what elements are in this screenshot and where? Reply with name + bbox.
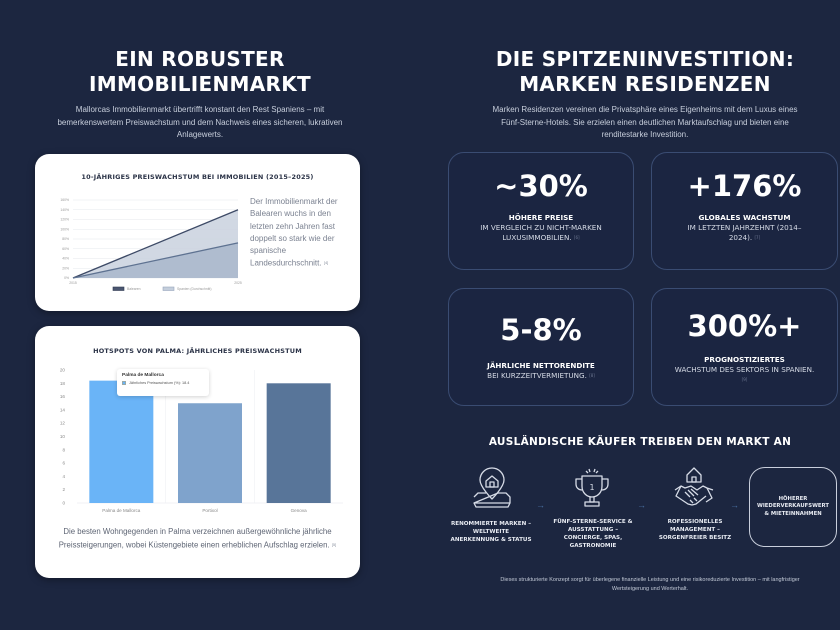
flow-arrow-icon: → (536, 500, 545, 510)
series-line-balearen (72, 209, 239, 279)
x-tick-label: 2015 (69, 281, 77, 285)
left-title: EIN ROBUSTER IMMOBILIENMARKT (40, 47, 360, 97)
x-tick-label: 2025 (234, 281, 242, 285)
tooltip-value: Jährliches Preiswachstum (%): 18.4 (129, 381, 190, 385)
y-tick-label: 8 (62, 447, 65, 452)
bar-portixol (178, 403, 242, 503)
bar-genova (266, 383, 331, 503)
stat-card-price-premium: ~30% HÖHERE PREISE IM VERGLEICH ZU NICHT… (448, 152, 634, 270)
flow-result-box: HÖHERER WIEDERVERKAUFSWERT & MIETEINNAHM… (749, 467, 837, 547)
flow-step-management: ROFESSIONELLES MANAGEMENT – SORGENFREIER… (658, 519, 732, 541)
stat-card-sector-growth: 300%+ PROGNOSTIZIERTES WACHSTUM DES SEKT… (651, 288, 838, 406)
stat-value: +176% (687, 169, 802, 203)
y-tick-label: 20 (60, 368, 66, 373)
handshake-home-icon (674, 467, 714, 506)
right-title-line2: MARKEN RESIDENZEN (519, 72, 771, 96)
x-tick-label: Palma de Mallorca (102, 508, 140, 513)
line-chart: 0% 20% 40% 60% 80% 100% 120% 140% 160% 2015 2025 Ba… (60, 198, 242, 291)
bar-caption-citation: [5] (331, 541, 337, 547)
left-title-line1: EIN ROBUSTER (115, 47, 285, 71)
trophy-icon: 1 (575, 468, 609, 507)
stat-description: HÖHERE PREISE IM VERGLEICH ZU NICHT-MARK… (463, 213, 619, 243)
y-tick-label: 4 (62, 474, 65, 479)
tooltip-title: Palma de Mallorca (122, 373, 164, 378)
y-tick-label: 20% (62, 266, 69, 270)
stat-description: GLOBALES WACHSTUM IM LETZTEN JAHRZEHNT (… (676, 213, 813, 243)
y-tick-label: 16 (60, 394, 66, 399)
x-tick-label: Portixol (202, 508, 217, 513)
legend-label: Balearen (127, 287, 141, 291)
left-title-line2: IMMOBILIENMARKT (89, 72, 311, 96)
stat-citation: [7] (754, 235, 761, 240)
right-intro: Marken Residenzen vereinen die Privatsph… (492, 105, 798, 139)
flow-arrow-icon: → (730, 500, 739, 510)
stat-citation: [9] (741, 377, 748, 382)
bar-chart: 0 2 4 6 8 10 12 14 16 18 20 Palma de Mallorca Portix… (60, 368, 343, 513)
location-home-icon (473, 467, 511, 508)
flow-arrow-icon: → (637, 500, 646, 510)
stat-label: HÖHERE PREISE (508, 213, 574, 222)
stat-citation: [6] (573, 235, 580, 240)
y-tick-label: 0 (62, 501, 65, 506)
tooltip-swatch (122, 381, 126, 385)
stat-value: ~30% (494, 169, 588, 203)
flow-heading: AUSLÄNDISCHE KÄUFER TREIBEN DEN MARKT AN (488, 436, 792, 448)
y-tick-label: 12 (60, 421, 66, 426)
line-chart-card: 10-JÄHRIGES PREISWACHSTUM BEI IMMOBILIEN… (35, 154, 360, 311)
stat-detail: BEI KURZZEITVERMIETUNG. (487, 371, 587, 380)
y-tick-label: 0% (64, 276, 69, 280)
stat-label: GLOBALES WACHSTUM (698, 213, 791, 222)
trophy-number: 1 (589, 483, 594, 492)
stat-detail: IM VERGLEICH ZU NICHT-MARKEN LUXUSIMMOBI… (480, 223, 602, 242)
line-chart-side-text: Der Immobilienmarkt der Balearen wuchs i… (250, 196, 350, 270)
y-tick-label: 140% (60, 208, 69, 212)
legend-label: Spanien (Durchschnitt) (177, 287, 212, 291)
y-tick-label: 120% (60, 218, 69, 222)
y-tick-label: 60% (62, 247, 69, 251)
y-tick-label: 6 (62, 461, 65, 466)
stat-label: JÄHRLICHE NETTORENDITE (487, 361, 595, 370)
bar-palma-de-mallorca (89, 380, 154, 503)
bar-chart-title: HOTSPOTS VON PALMA: JÄHRLICHES PREISWACH… (93, 347, 302, 355)
area-fill-spanien (73, 242, 238, 278)
line-chart-side-body: Der Immobilienmarkt der Balearen wuchs i… (250, 197, 338, 268)
line-chart-citation: [4] (323, 260, 329, 266)
stat-card-global-growth: +176% GLOBALES WACHSTUM IM LETZTEN JAHRZ… (651, 152, 838, 270)
stat-value: 300%+ (687, 309, 802, 343)
flow-step-brands: RENOMMIERTE MARKEN – WELTWEITE ANERKENNU… (450, 521, 532, 543)
legend-swatch (112, 286, 125, 291)
bar-caption-body: Die besten Wohngegenden in Palma verzeic… (58, 527, 332, 549)
stat-detail: IM LETZTEN JAHRZEHNT (2014–2024). (687, 223, 802, 242)
stat-card-net-yield: 5-8% JÄHRLICHE NETTORENDITE BEI KURZZEIT… (448, 288, 634, 406)
y-tick-label: 18 (60, 381, 66, 386)
bar-chart-caption: Die besten Wohngegenden in Palma verzeic… (53, 526, 342, 551)
flow-result-label: HÖHERER WIEDERVERKAUFSWERT & MIETEINNAHM… (756, 495, 829, 517)
line-chart-title: 10-JÄHRIGES PREISWACHSTUM BEI IMMOBILIEN… (81, 173, 314, 181)
y-tick-label: 100% (60, 227, 69, 231)
series-line-spanien (72, 242, 239, 279)
bar-tooltip: Palma de Mallorca Jährliches Preiswachst… (117, 369, 209, 396)
stat-label: PROGNOSTIZIERTES (704, 355, 785, 364)
legend-swatch (162, 286, 175, 291)
y-tick-label: 160% (60, 198, 69, 202)
y-tick-label: 10 (60, 434, 66, 439)
stat-detail: WACHSTUM DES SEKTORS IN SPANIEN. (674, 365, 815, 374)
right-title: DIE SPITZENINVESTITION: MARKEN RESIDENZE… (470, 47, 820, 97)
stat-value: 5-8% (500, 313, 582, 347)
bar-chart-card: HOTSPOTS VON PALMA: JÄHRLICHES PREISWACH… (35, 326, 360, 578)
x-tick-label: Genova (291, 508, 308, 513)
y-tick-label: 80% (62, 237, 69, 241)
y-tick-label: 2 (62, 487, 65, 492)
flow-step-service: FÜNF-STERNE-SERVICE & AUSSTATTUNG – CONC… (553, 519, 633, 549)
stat-description: PROGNOSTIZIERTES WACHSTUM DES SEKTORS IN… (674, 355, 815, 385)
stat-citation: [8] (589, 373, 595, 378)
y-tick-label: 14 (60, 407, 66, 412)
y-tick-label: 40% (62, 257, 69, 261)
right-title-line1: DIE SPITZENINVESTITION: (495, 47, 795, 71)
right-footer: Dieses strukturierte Konzept sorgt für ü… (500, 577, 800, 592)
stat-description: JÄHRLICHE NETTORENDITE BEI KURZZEITVERMI… (459, 361, 623, 381)
left-intro: Mallorcas Immobilienmarkt übertrifft kon… (57, 105, 343, 139)
